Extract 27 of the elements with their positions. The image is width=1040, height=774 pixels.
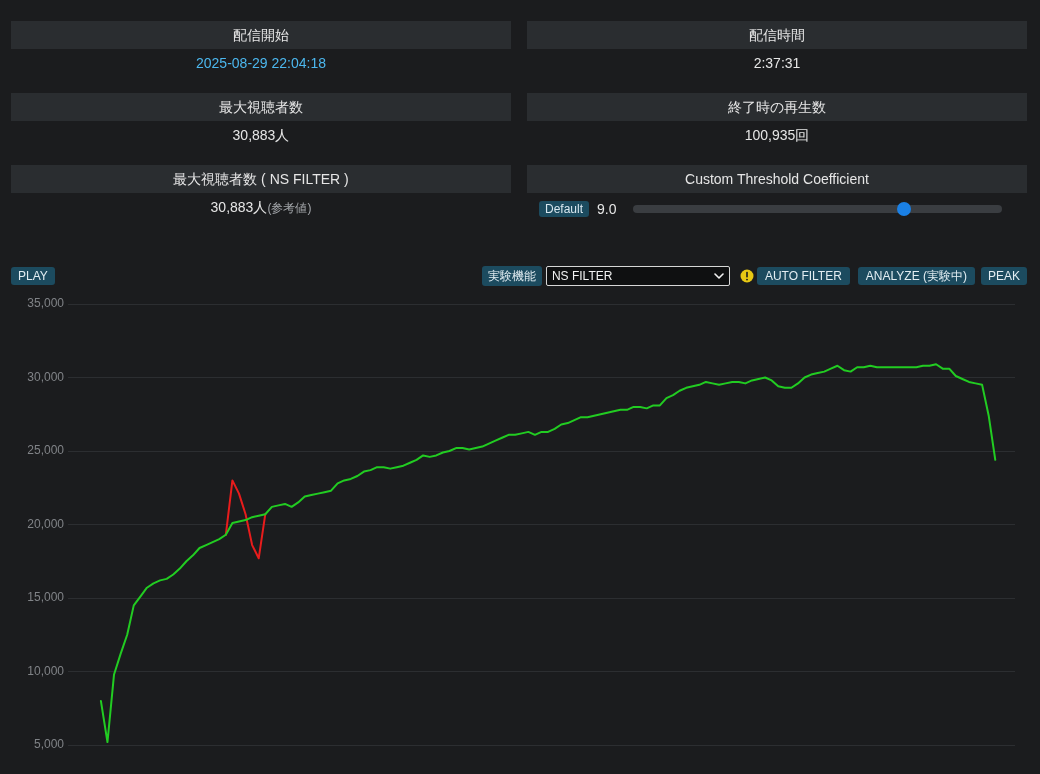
y-tick-label: 35,000 [27, 296, 65, 311]
dropdown: NS FILTER [545, 266, 730, 286]
text: 9.0 [597, 201, 617, 217]
label-badge: 実験機能 [481, 266, 542, 286]
y-tick-label: 10,000 [27, 663, 65, 678]
text: 100,935回 [744, 127, 810, 143]
text: 最大視聴者数 ( NS FILTER ) [11, 165, 511, 193]
text: 2:37:31 [753, 55, 801, 71]
auto-filter-button: AUTO FILTER [756, 267, 850, 285]
play-button: PLAY [11, 267, 55, 285]
y-tick-label: 5,000 [33, 737, 65, 752]
text: 最大視聴者数 [11, 93, 511, 121]
text: 30,883人 [232, 127, 290, 143]
text: 30,883人 [210, 199, 268, 215]
y-tick-label: 25,000 [27, 443, 65, 458]
text: Custom Threshold Coefficient [527, 165, 1027, 193]
y-tick-label: 15,000 [27, 590, 65, 605]
analyze-button: ANALYZE (実験中) [857, 267, 975, 285]
text: 配信開始 [11, 21, 511, 49]
text: 2025-08-29 22:04:18 [196, 55, 326, 71]
text: Default [539, 201, 590, 217]
y-tick-label: 30,000 [27, 369, 65, 384]
y-tick-label: 20,000 [27, 516, 65, 531]
text: (参考値) [267, 201, 312, 215]
text: 配信時間 [527, 21, 1027, 49]
text: 終了時の再生数 [527, 93, 1027, 121]
peak-button: PEAK [981, 267, 1027, 285]
